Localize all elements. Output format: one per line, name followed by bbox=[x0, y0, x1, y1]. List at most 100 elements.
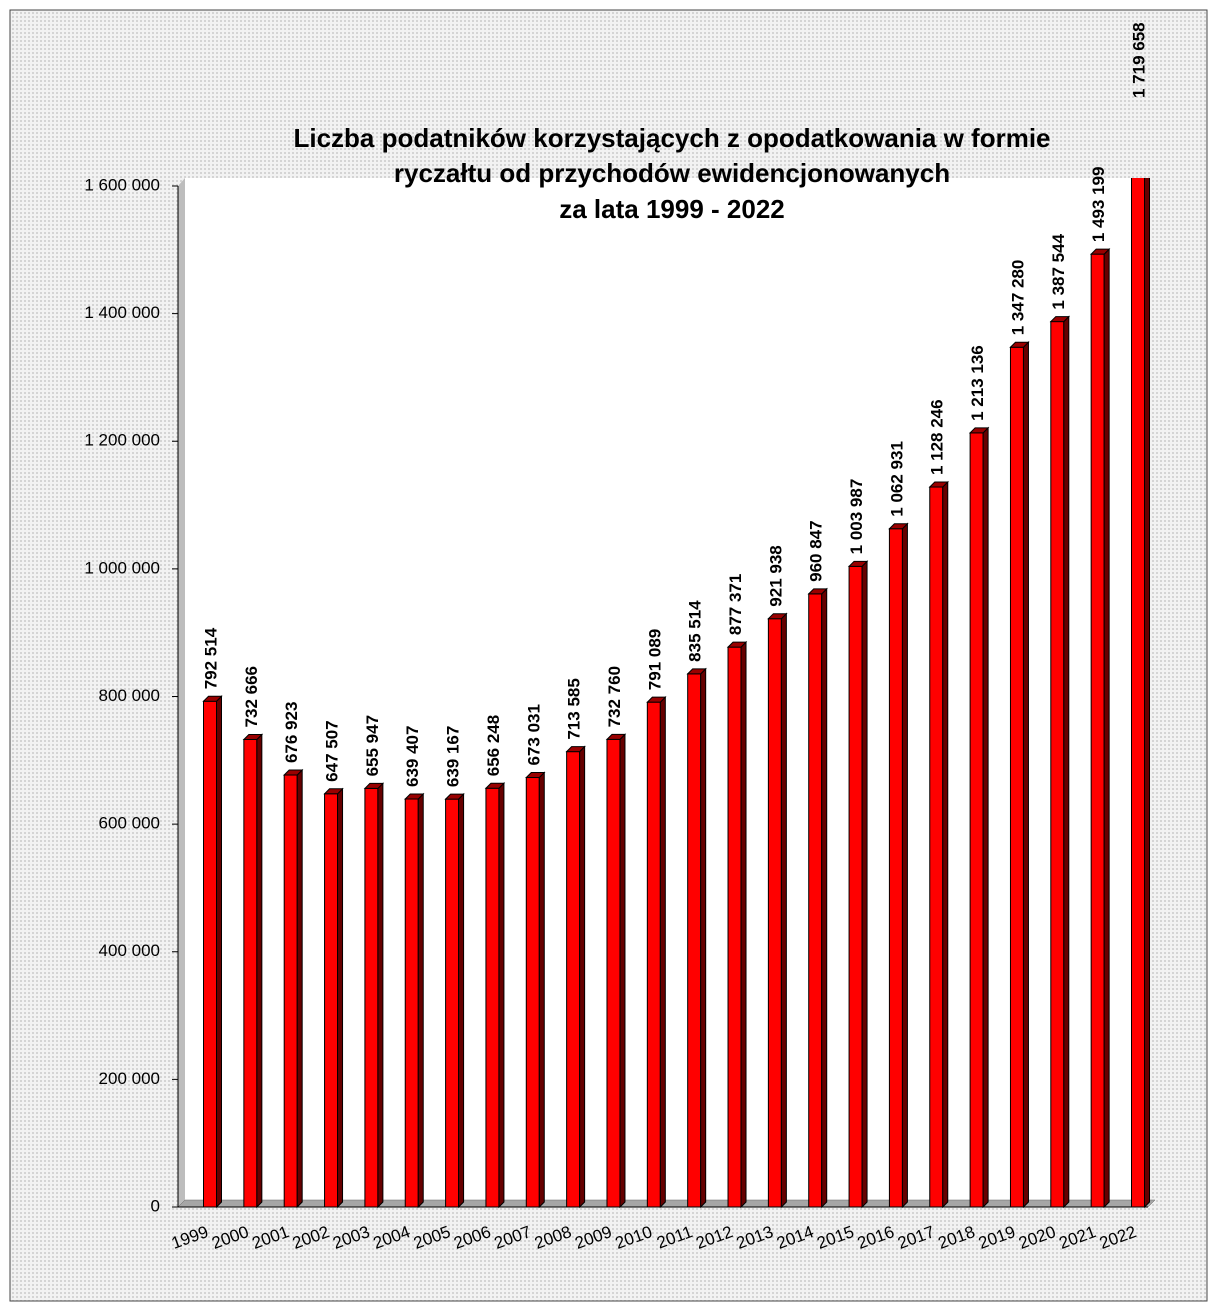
bar-top bbox=[726, 641, 748, 648]
value-label: 732 666 bbox=[242, 666, 261, 727]
value-label: 1 347 280 bbox=[1008, 260, 1027, 336]
bar bbox=[848, 565, 863, 1208]
chart-title: za lata 1999 - 2022 bbox=[559, 194, 785, 224]
bar-side bbox=[498, 782, 505, 1209]
bar bbox=[1009, 346, 1024, 1208]
value-label: 960 847 bbox=[807, 520, 826, 581]
value-label: 1 128 246 bbox=[928, 399, 947, 475]
bar-side bbox=[780, 612, 787, 1209]
bar bbox=[929, 486, 944, 1208]
value-label: 1 062 931 bbox=[887, 441, 906, 517]
bar-top bbox=[847, 560, 869, 567]
bar-top bbox=[525, 772, 546, 779]
bar bbox=[485, 787, 500, 1208]
bar bbox=[1131, 178, 1145, 1208]
bar-side bbox=[1022, 341, 1029, 1209]
bar-top bbox=[242, 733, 264, 740]
bar-top bbox=[646, 696, 667, 703]
bar-top bbox=[404, 793, 425, 800]
bar-side bbox=[740, 640, 747, 1209]
bar-side bbox=[942, 480, 949, 1209]
bar-side bbox=[337, 787, 344, 1209]
bar-top bbox=[484, 782, 506, 789]
bar-top bbox=[807, 588, 828, 595]
y-tick-label: 400 000 bbox=[99, 941, 160, 960]
bar bbox=[243, 738, 258, 1208]
bar-side bbox=[901, 522, 908, 1209]
bar bbox=[606, 738, 621, 1208]
bar-side bbox=[982, 426, 989, 1209]
bar-side bbox=[458, 792, 465, 1209]
bar bbox=[969, 432, 984, 1208]
bar bbox=[324, 793, 339, 1208]
bar-side bbox=[619, 733, 626, 1209]
y-tick-label: 1 400 000 bbox=[84, 303, 160, 322]
value-label: 1 493 199 bbox=[1089, 167, 1108, 243]
bar bbox=[687, 673, 702, 1208]
chart-title: ryczałtu od przychodów ewidencjonowanych bbox=[394, 158, 950, 188]
bar-side bbox=[1103, 247, 1110, 1209]
bar bbox=[445, 798, 460, 1208]
bar-side bbox=[659, 695, 666, 1209]
bar bbox=[203, 700, 217, 1208]
bar bbox=[525, 777, 540, 1208]
value-label: 673 031 bbox=[524, 704, 543, 765]
y-tick-label: 0 bbox=[151, 1196, 160, 1215]
bar-side bbox=[861, 560, 868, 1209]
bar-side bbox=[1063, 315, 1070, 1209]
y-tick-label: 1 000 000 bbox=[84, 558, 160, 577]
bar-top bbox=[444, 793, 465, 800]
bar-side bbox=[216, 695, 222, 1209]
bar-top bbox=[323, 788, 344, 795]
plot-area bbox=[185, 178, 1150, 1203]
bar bbox=[1050, 321, 1065, 1208]
bar-top bbox=[928, 481, 949, 488]
bar bbox=[566, 751, 581, 1208]
wall-side bbox=[178, 178, 185, 1207]
value-label: 1 003 987 bbox=[847, 479, 866, 555]
bar bbox=[404, 798, 419, 1208]
bar-top bbox=[565, 746, 586, 753]
bar-top bbox=[282, 769, 304, 776]
value-label: 1 719 658 bbox=[1129, 22, 1148, 98]
bar-side bbox=[821, 587, 828, 1209]
bar-top bbox=[888, 523, 909, 530]
value-label: 1 213 136 bbox=[968, 345, 987, 421]
y-tick-label: 800 000 bbox=[99, 686, 160, 705]
value-label: 732 760 bbox=[605, 666, 624, 727]
value-label: 639 407 bbox=[403, 726, 422, 787]
value-label: 877 371 bbox=[726, 574, 745, 635]
value-label: 921 938 bbox=[766, 545, 785, 606]
y-tick-label: 1 200 000 bbox=[84, 431, 160, 450]
bar-top bbox=[767, 613, 788, 620]
y-tick-label: 600 000 bbox=[99, 814, 160, 833]
bar-top bbox=[1009, 341, 1030, 348]
value-label: 791 089 bbox=[645, 629, 664, 690]
y-tick-label: 1 600 000 bbox=[84, 175, 160, 194]
bar-top bbox=[202, 695, 223, 702]
bar bbox=[767, 618, 782, 1208]
bar-top bbox=[686, 668, 707, 675]
bar bbox=[646, 701, 661, 1208]
bar-side bbox=[700, 667, 707, 1209]
value-label: 713 585 bbox=[565, 678, 584, 739]
bar-side bbox=[377, 782, 384, 1209]
y-tick-label: 200 000 bbox=[99, 1069, 160, 1088]
value-label: 655 947 bbox=[363, 715, 382, 776]
value-label: 647 507 bbox=[323, 720, 342, 781]
bar-top bbox=[363, 782, 385, 789]
bar-side bbox=[1144, 178, 1150, 1209]
bar-side bbox=[296, 768, 303, 1209]
value-label: 676 923 bbox=[282, 702, 301, 763]
value-label: 835 514 bbox=[686, 600, 705, 662]
bar-top bbox=[1089, 248, 1111, 255]
bar-side bbox=[538, 771, 545, 1209]
value-label: 1 387 544 bbox=[1049, 233, 1068, 309]
chart-title: Liczba podatników korzystających z opoda… bbox=[293, 123, 1050, 153]
bar bbox=[888, 528, 903, 1208]
bar-side bbox=[579, 745, 586, 1209]
bar-top bbox=[605, 733, 627, 740]
bar-top bbox=[1049, 316, 1071, 323]
bar bbox=[283, 774, 298, 1208]
